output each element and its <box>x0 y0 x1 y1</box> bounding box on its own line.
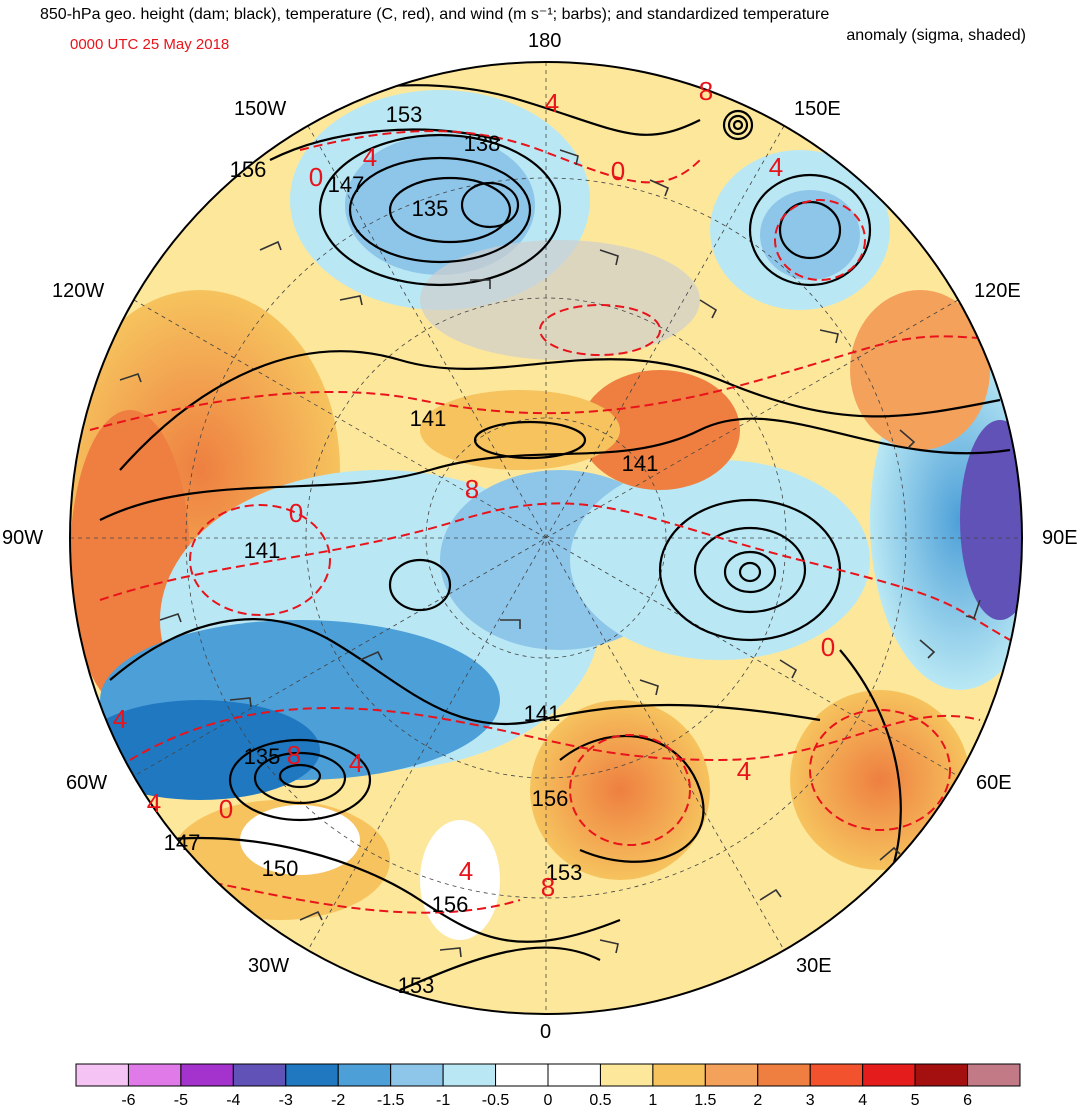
longitude-label-60e: 60E <box>976 772 1012 794</box>
wind-barbs <box>119 149 981 958</box>
temperature-label: 4 <box>113 704 127 734</box>
colorbar-tick-label: 2 <box>753 1092 763 1109</box>
colorbar-box <box>127 1063 182 1087</box>
colorbar-box <box>337 1063 392 1087</box>
longitude-label-60w: 60W <box>66 772 108 794</box>
colorbar-box <box>809 1063 864 1087</box>
height-label: 153 <box>398 973 435 998</box>
height-label: 135 <box>412 196 449 221</box>
colorbar-box <box>757 1063 811 1087</box>
valid-time: 0000 UTC 25 May 2018 <box>70 36 230 53</box>
height-label: 141 <box>410 406 447 431</box>
height-label: 147 <box>164 830 201 855</box>
colorbar-tick-label: 5 <box>910 1092 920 1109</box>
colorbar-box <box>495 1063 549 1087</box>
temperature-label: 0 <box>611 156 625 186</box>
colorbar-box <box>914 1063 969 1087</box>
map-border <box>69 61 1023 1015</box>
colorbar-tick-label: -0.5 <box>481 1092 510 1109</box>
longitude-label-30w: 30W <box>248 955 290 977</box>
temperature-label: 4 <box>459 856 473 886</box>
longitude-label-150w: 150W <box>234 98 287 120</box>
height-label: 156 <box>230 157 267 182</box>
colorbar-tick-label: -3 <box>278 1092 293 1109</box>
colorbar-tick-label: -2 <box>331 1092 346 1109</box>
map-title-line1: 850-hPa geo. height (dam; black), temper… <box>40 6 830 23</box>
colorbar-box <box>285 1063 339 1087</box>
temperature-label: 8 <box>541 872 555 902</box>
temperature-label: 4 <box>147 788 161 818</box>
longitude-label-30e: 30E <box>796 955 832 977</box>
temperature-label: 8 <box>465 474 479 504</box>
longitude-label-150e: 150E <box>794 98 841 120</box>
colorbar-box <box>599 1063 654 1087</box>
temperature-label: 0 <box>289 498 303 528</box>
height-label: 156 <box>432 892 469 917</box>
temperature-label: 8 <box>699 76 713 106</box>
temperature-contours <box>89 130 1011 914</box>
colorbar-box <box>547 1063 601 1087</box>
temperature-label: 4 <box>349 748 363 778</box>
temperature-label: 8 <box>287 740 301 770</box>
map-title-line2: anomaly (sigma, shaded) <box>846 27 1026 44</box>
height-label: 156 <box>532 786 569 811</box>
colorbar-tick-label: 6 <box>963 1092 972 1109</box>
temperature-label: 4 <box>363 142 377 172</box>
colorbar-box <box>967 1063 1021 1087</box>
colorbar-box <box>232 1063 287 1087</box>
colorbar-box <box>704 1063 759 1087</box>
temperature-label: 0 <box>309 162 323 192</box>
height-label: 141 <box>622 451 659 476</box>
colorbar-tick-label: 3 <box>805 1092 815 1109</box>
colorbar-tick-label: 1.5 <box>694 1092 717 1109</box>
colorbar-tick-label: 0.5 <box>589 1092 612 1109</box>
longitude-label-120e: 120E <box>974 280 1021 302</box>
shaded-anomaly-field <box>70 62 1022 1014</box>
colorbar-tick-label: -4 <box>226 1092 241 1109</box>
longitude-label-0: 0 <box>540 1021 552 1043</box>
longitude-label-180: 180 <box>528 30 562 52</box>
longitude-label-120w: 120W <box>52 280 105 302</box>
height-contours <box>99 84 1011 992</box>
colorbar-box <box>75 1063 129 1087</box>
colorbar-tick-label: 1 <box>648 1092 658 1109</box>
colorbar-box <box>862 1063 916 1087</box>
height-label: 141 <box>244 538 281 563</box>
temperature-label: 4 <box>769 152 783 182</box>
colorbar-box <box>442 1063 497 1087</box>
colorbar-tick-label: -6 <box>121 1092 136 1109</box>
temperature-label: 4 <box>545 88 559 118</box>
height-label: 141 <box>524 701 561 726</box>
colorbar-tick-label: -1.5 <box>376 1092 405 1109</box>
colorbar-box <box>180 1063 234 1087</box>
temperature-label: 0 <box>821 632 835 662</box>
temperature-label: 4 <box>737 756 751 786</box>
longitude-label-90w: 90W <box>2 527 44 549</box>
colorbar-tick-label: 0 <box>543 1092 553 1109</box>
colorbar-tick-label: -1 <box>435 1092 451 1109</box>
longitude-label-90e: 90E <box>1042 527 1078 549</box>
colorbar <box>75 1063 1021 1087</box>
temperature-contour-labels: 4 8 0 4 4 8 0 4 0 4 8 4 4 8 4 0 0 <box>113 76 835 902</box>
height-contour-labels: 153 138 156 147 135 141 141 141 135 147 … <box>164 102 659 998</box>
temperature-label: 0 <box>219 794 233 824</box>
colorbar-tick-label: 4 <box>858 1092 868 1109</box>
height-label: 138 <box>464 131 501 156</box>
colorbar-box <box>390 1063 444 1087</box>
height-label: 135 <box>244 744 281 769</box>
height-label: 153 <box>546 860 583 885</box>
colorbar-box <box>652 1063 706 1087</box>
height-label: 153 <box>386 102 423 127</box>
height-label: 150 <box>262 856 299 881</box>
colorbar-tick-label: -5 <box>173 1092 188 1109</box>
height-label: 147 <box>328 172 365 197</box>
